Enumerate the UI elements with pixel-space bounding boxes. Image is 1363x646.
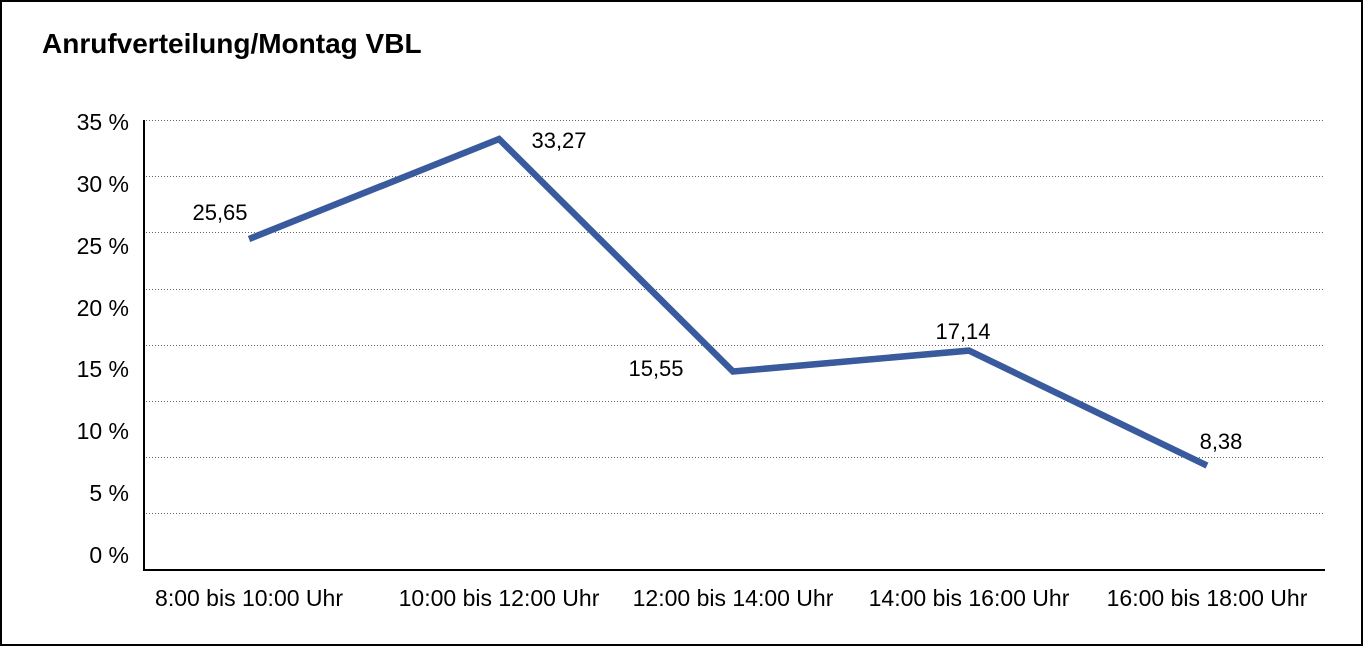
series-line xyxy=(247,135,1209,469)
gridline xyxy=(143,457,1325,459)
y-axis-tick-label: 35 % xyxy=(76,109,129,135)
x-axis-category-label: 10:00 bis 12:00 Uhr xyxy=(398,585,600,611)
gridline xyxy=(143,288,1325,290)
data-point-label: 8,38 xyxy=(1199,428,1243,454)
x-axis-category-label: 14:00 bis 16:00 Uhr xyxy=(868,585,1070,611)
x-axis-category-label: 8:00 bis 10:00 Uhr xyxy=(155,585,343,611)
y-axis-tick-label: 30 % xyxy=(76,170,129,197)
gridline xyxy=(143,232,1325,234)
y-axis-tick-label: 25 % xyxy=(76,232,129,259)
y-axis-tick-label: 5 % xyxy=(89,480,129,507)
y-axis-line xyxy=(143,120,145,571)
data-point-label: 15,55 xyxy=(628,356,684,382)
gridline xyxy=(143,400,1325,402)
gridline xyxy=(143,513,1325,515)
gridline xyxy=(143,344,1325,346)
gridline xyxy=(143,120,1325,121)
gridline xyxy=(143,176,1325,178)
data-point-label: 25,65 xyxy=(192,199,248,225)
y-axis-tick-label: 15 % xyxy=(76,356,129,383)
y-axis-tick-label: 20 % xyxy=(76,294,129,321)
y-axis-tick-label: 0 % xyxy=(89,542,129,568)
y-axis-tick-label: 10 % xyxy=(76,418,129,445)
x-axis-category-label: 12:00 bis 14:00 Uhr xyxy=(632,585,834,611)
x-axis-category-label: 16:00 bis 18:00 Uhr xyxy=(1106,585,1308,611)
data-point-label: 33,27 xyxy=(531,127,587,153)
chart-title: Anrufverteilung/Montag VBL xyxy=(42,28,422,59)
x-axis-line xyxy=(143,568,1325,571)
data-point-label: 17,14 xyxy=(935,318,991,344)
